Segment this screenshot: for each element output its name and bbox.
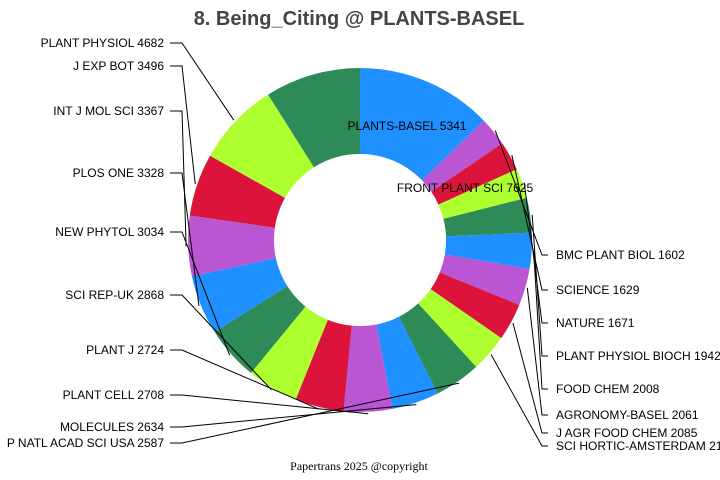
slice-front-plant-sci	[360, 68, 485, 181]
slice-label-sci-rep-uk: SCI REP-UK 2868	[65, 288, 164, 302]
slice-plant-j	[295, 319, 352, 412]
leader-line-bmc-plant-biol	[494, 130, 548, 256]
slice-nature	[438, 169, 527, 219]
leader-line-molecules	[170, 404, 417, 428]
leader-line-plant-physiol-bioch	[531, 214, 548, 357]
leader-line-plant-cell	[170, 394, 369, 415]
donut-hole	[274, 154, 446, 326]
slice-new-phytol	[214, 285, 306, 374]
slice-label-sci-hortic-amsterdam: SCI HORTIC-AMSTERDAM 2100	[556, 439, 720, 453]
leader-line-j-agr-food-chem	[512, 322, 548, 434]
slice-molecules	[376, 316, 438, 409]
slice-label-plos-one: PLOS ONE 3328	[73, 166, 165, 180]
slice-label-molecules: MOLECULES 2634	[60, 420, 164, 434]
leader-line-nature	[523, 182, 548, 324]
leader-line-sci-hortic-amsterdam	[490, 354, 548, 447]
leader-line-int-j-mol-sci	[170, 110, 187, 247]
slice-food-chem	[444, 232, 532, 269]
slice-label-j-agr-food-chem: J AGR FOOD CHEM 2085	[556, 426, 698, 440]
slice-plant-cell	[343, 324, 393, 413]
slice-label-group: FRONT PLANT SCI 7625 BMC PLANT BIOL 1602 S…	[7, 36, 720, 453]
slice-label-j-exp-bot: J EXP BOT 3496	[73, 59, 164, 73]
slice-j-exp-bot	[189, 155, 286, 228]
leader-line-plos-one	[170, 172, 200, 306]
slice-label-plant-physiol-bioch: PLANT PHYSIOL BIOCH 1942	[556, 349, 720, 363]
slice-p-natl-acad-sci-usa	[398, 303, 477, 394]
slice-sci-hortic-amsterdam	[418, 289, 502, 367]
slice-plants-basel	[268, 68, 360, 168]
slice-label-front-plant-sci: FRONT PLANT SCI 7625	[397, 181, 534, 195]
slice-label-bmc-plant-biol: BMC PLANT BIOL 1602	[556, 248, 685, 262]
slice-label-plant-cell: PLANT CELL 2708	[63, 388, 165, 402]
slice-label-food-chem: FOOD CHEM 2008	[556, 382, 660, 396]
leader-line-science	[511, 154, 548, 291]
slice-label-agronomy-basel: AGRONOMY-BASEL 2061	[556, 408, 699, 422]
leader-line-group	[170, 42, 548, 447]
leader-line-food-chem	[533, 250, 548, 390]
slice-group	[188, 68, 532, 413]
slice-int-j-mol-sci	[188, 215, 276, 277]
slice-label-new-phytol: NEW PHYTOL 3034	[55, 225, 164, 239]
slice-label-plants-basel: PLANTS-BASEL 5341	[348, 119, 467, 133]
slice-label-plant-j: PLANT J 2724	[86, 343, 164, 357]
leader-line-new-phytol	[170, 231, 231, 356]
slice-label-plant-physiol: PLANT PHYSIOL 4682	[41, 36, 165, 50]
leader-line-j-exp-bot	[170, 65, 196, 185]
slice-plant-physiol-bioch	[443, 197, 532, 237]
slice-label-p-natl-acad-sci-usa: P NATL ACAD SCI USA 2587	[7, 436, 165, 450]
leader-line-agronomy-basel	[526, 287, 548, 416]
slice-sci-rep-uk	[251, 306, 328, 400]
slice-bmc-plant-biol	[422, 120, 503, 192]
slice-label-int-j-mol-sci: INT J MOL SCI 3367	[53, 104, 164, 118]
leader-line-p-natl-acad-sci-usa	[170, 382, 460, 444]
slice-plant-physiol	[210, 94, 315, 198]
slice-science	[431, 143, 517, 205]
slice-agronomy-basel	[439, 254, 530, 305]
leader-line-plant-physiol	[170, 42, 235, 121]
slice-plos-one	[191, 258, 288, 332]
slice-j-agr-food-chem	[430, 272, 520, 339]
chart-title: 8. Being_Citing @ PLANTS-BASEL	[194, 8, 525, 30]
leader-line-sci-rep-uk	[170, 294, 272, 391]
footer-copyright: Papertrans 2025 @copyright	[290, 459, 428, 473]
slice-label-science: SCIENCE 1629	[556, 283, 640, 297]
slice-label-nature: NATURE 1671	[556, 316, 635, 330]
leader-line-plant-j	[170, 349, 319, 410]
